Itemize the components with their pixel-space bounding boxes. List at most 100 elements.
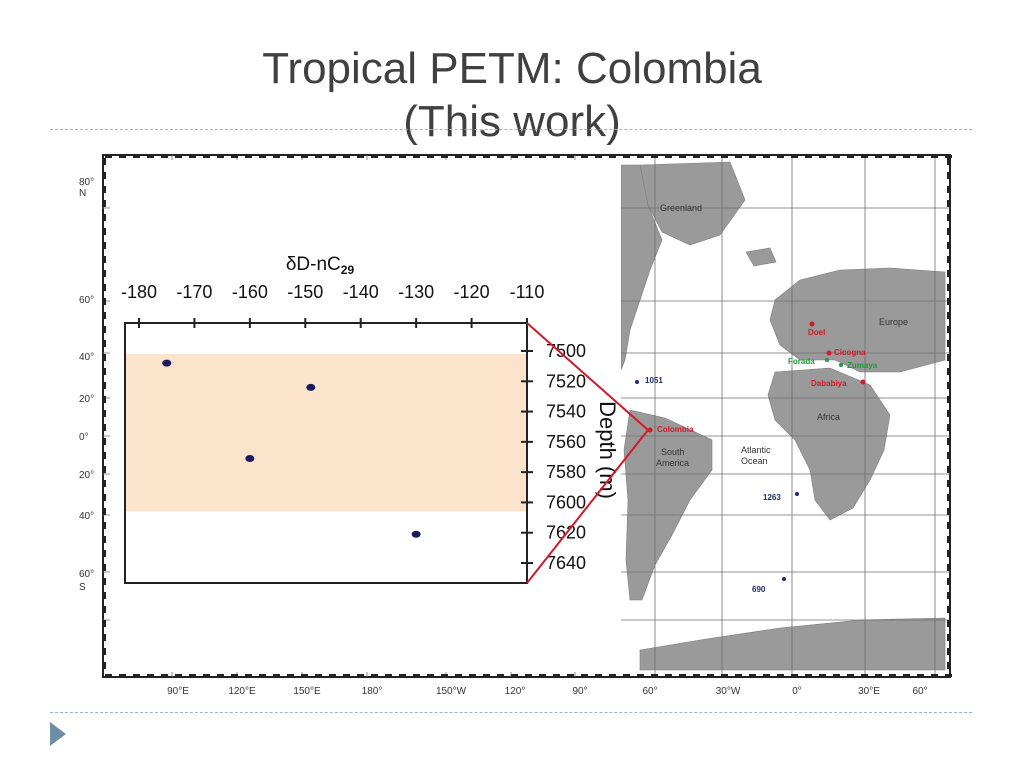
plot-frame [124,322,528,584]
border-tick [525,674,532,677]
border-tick [833,674,840,677]
antarctica-shape [639,617,946,671]
border-tick [103,466,106,473]
x-tick-label: -160 [232,282,268,302]
border-tick [103,270,106,277]
border-tick [103,662,106,669]
border-tick [791,674,798,677]
border-tick [483,674,490,677]
border-tick [947,172,950,179]
border-tick [119,674,126,677]
border-tick [833,155,840,158]
y-tick-label: 7580 [546,462,586,482]
border-tick [623,155,630,158]
border-tick [103,480,106,487]
border-tick [189,155,196,158]
data-point [411,530,421,538]
site-label-doel: Doel [808,328,825,337]
border-tick [947,578,950,585]
border-tick [947,158,950,165]
border-tick [947,466,950,473]
border-tick [413,155,420,158]
border-tick [103,424,106,431]
border-tick [693,155,700,158]
border-tick [103,396,106,403]
border-tick [947,256,950,263]
border-tick [161,674,168,677]
x-axis-title: δD-nC29 [286,254,355,277]
border-tick [861,674,868,677]
border-tick [735,674,742,677]
site-marker-dababiya [860,379,866,385]
border-tick [945,674,952,677]
border-tick [455,674,462,677]
border-tick [693,674,700,677]
border-tick [217,674,224,677]
lon-label-0: 0° [792,686,802,697]
border-tick [175,674,182,677]
border-tick [259,674,266,677]
border-tick [343,674,350,677]
border-tick [947,662,950,669]
border-tick [427,155,434,158]
border-tick [441,155,448,158]
border-tick [357,155,364,158]
border-tick [947,284,950,291]
border-tick [103,550,106,557]
border-tick [679,674,686,677]
border-tick [245,155,252,158]
border-tick [651,155,658,158]
border-tick [511,155,518,158]
border-tick [623,674,630,677]
border-tick [763,155,770,158]
border-tick [947,228,950,235]
border-tick [567,674,574,677]
y-axis-title: Depth (m) [595,401,620,499]
border-tick [343,155,350,158]
border-tick [947,340,950,347]
border-tick [947,606,950,613]
lon-label-150w: 150°W [436,686,467,697]
site-marker-doel [809,321,815,327]
border-tick [947,242,950,249]
border-tick [947,564,950,571]
border-tick [371,155,378,158]
border-tick [567,155,574,158]
europe-shape [769,267,946,373]
border-tick [105,674,112,677]
site-label-forada: Forada [788,357,815,366]
border-tick [497,674,504,677]
border-tick [103,354,106,361]
border-tick [847,674,854,677]
border-tick [103,228,106,235]
border-tick [385,674,392,677]
border-tick [103,648,106,655]
lat-label-60n: 60° [79,295,94,306]
border-tick [917,155,924,158]
border-tick [609,674,616,677]
border-tick [889,674,896,677]
site-marker-cicogna [826,350,832,356]
border-tick [399,674,406,677]
inset-chart: -180 -170 -160 -150 -140 -130 -120 -110 7500 7520… [121,282,586,584]
x-tick-label: -140 [343,282,379,302]
divider-top [50,129,972,130]
border-tick [329,674,336,677]
border-tick [917,674,924,677]
shaded-band [125,354,527,512]
y-tick-label: 7600 [546,492,586,512]
lon-label-30e: 30°E [858,686,880,697]
x-tick-label: -110 [510,282,545,302]
border-tick [777,674,784,677]
y-tick-label: 7540 [546,402,586,422]
y-tick-label: 7500 [546,341,586,361]
border-tick [947,634,950,641]
site-label-colombia: Colombia [657,425,694,434]
border-tick [947,480,950,487]
region-atlantic-2: Ocean [741,456,768,466]
data-point [162,359,172,367]
border-tick [103,634,106,641]
border-tick [103,606,106,613]
border-tick [763,674,770,677]
